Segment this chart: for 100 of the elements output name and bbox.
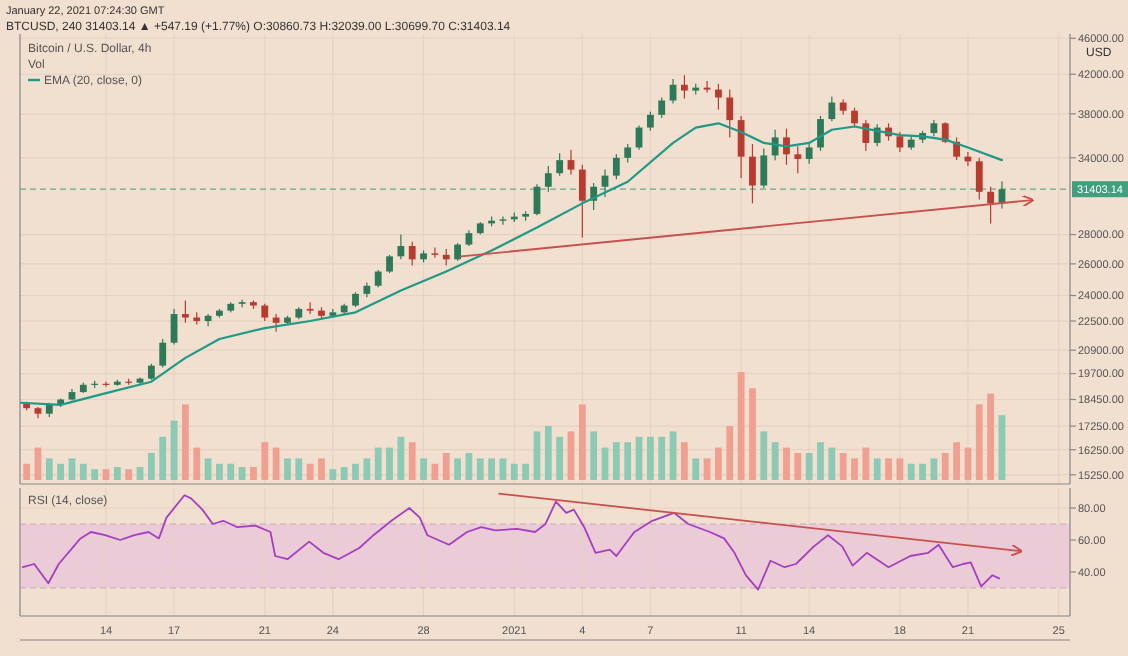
bar	[193, 447, 201, 480]
candlestick	[805, 143, 813, 165]
bar	[91, 469, 99, 480]
bar	[578, 404, 586, 480]
bar	[363, 458, 371, 480]
candlestick	[749, 143, 756, 204]
bar	[159, 436, 167, 480]
bar	[612, 442, 620, 480]
candlestick	[760, 148, 768, 189]
bar	[216, 463, 223, 480]
bar	[68, 458, 76, 480]
bar	[272, 447, 280, 480]
bar	[885, 458, 892, 480]
candlestick	[726, 89, 734, 138]
line-series	[21, 494, 1001, 591]
bar	[57, 463, 65, 480]
candlestick	[828, 95, 836, 122]
bar	[499, 458, 507, 480]
bar	[760, 431, 768, 480]
bar	[556, 436, 564, 480]
bar	[975, 404, 983, 480]
bar	[805, 453, 813, 480]
line-series	[19, 122, 1004, 406]
bar	[125, 469, 133, 480]
bar	[45, 458, 53, 480]
candlestick	[703, 80, 711, 94]
bar	[726, 426, 734, 480]
candlestick	[783, 128, 790, 166]
bar	[181, 404, 189, 480]
bar	[930, 458, 938, 480]
bar	[873, 458, 881, 480]
bar	[839, 453, 847, 480]
bar	[374, 447, 382, 480]
bar	[147, 453, 155, 480]
candlestick	[386, 254, 393, 274]
candlestick	[851, 107, 858, 128]
bar	[352, 463, 359, 480]
bar	[749, 388, 756, 480]
bar	[408, 442, 416, 480]
candlestick	[181, 299, 189, 324]
bar	[204, 458, 212, 480]
bar	[510, 463, 518, 480]
candlestick	[975, 157, 983, 201]
bar	[987, 393, 995, 480]
candlestick	[669, 78, 677, 105]
bar	[919, 463, 926, 480]
candlestick	[272, 313, 280, 333]
candlestick	[499, 216, 507, 226]
bar	[420, 458, 427, 480]
candlestick	[817, 115, 824, 152]
candlestick	[238, 299, 246, 308]
candlestick	[658, 96, 666, 119]
bar	[703, 458, 711, 480]
candlestick	[862, 119, 870, 152]
candlestick	[715, 83, 722, 111]
candlestick	[578, 164, 586, 238]
bar	[896, 458, 904, 480]
candlestick	[431, 246, 439, 259]
bar	[431, 463, 439, 480]
candlestick	[397, 233, 405, 260]
bar	[851, 458, 858, 480]
bar	[261, 442, 269, 480]
bar	[102, 469, 110, 480]
bar	[397, 436, 405, 480]
candlestick	[408, 241, 416, 266]
bar	[658, 436, 666, 480]
bar	[692, 458, 700, 480]
candlestick	[737, 115, 745, 179]
candlestick	[646, 111, 654, 132]
candlestick	[567, 149, 575, 176]
bar	[624, 442, 632, 480]
bar	[737, 372, 745, 480]
bar	[329, 469, 337, 480]
candlestick	[612, 153, 620, 180]
bar	[227, 463, 235, 480]
bar	[783, 447, 790, 480]
bar	[488, 458, 495, 480]
candlestick	[681, 74, 688, 100]
bar	[454, 458, 461, 480]
candlestick	[794, 145, 802, 174]
bar	[544, 426, 552, 480]
candlestick	[556, 152, 564, 177]
bar	[340, 467, 348, 480]
bar	[953, 442, 960, 480]
bar	[907, 463, 915, 480]
bar	[476, 458, 484, 480]
bar	[646, 436, 654, 480]
bar	[306, 463, 314, 480]
bar	[284, 458, 291, 480]
bar	[681, 442, 688, 480]
bar	[442, 453, 450, 480]
bar	[862, 447, 870, 480]
candlestick	[624, 143, 632, 164]
candlestick	[159, 338, 167, 369]
bar	[817, 442, 824, 480]
bar	[79, 463, 87, 480]
candlestick	[987, 186, 995, 225]
bar	[794, 453, 802, 480]
bar	[715, 447, 722, 480]
bar	[113, 467, 121, 480]
